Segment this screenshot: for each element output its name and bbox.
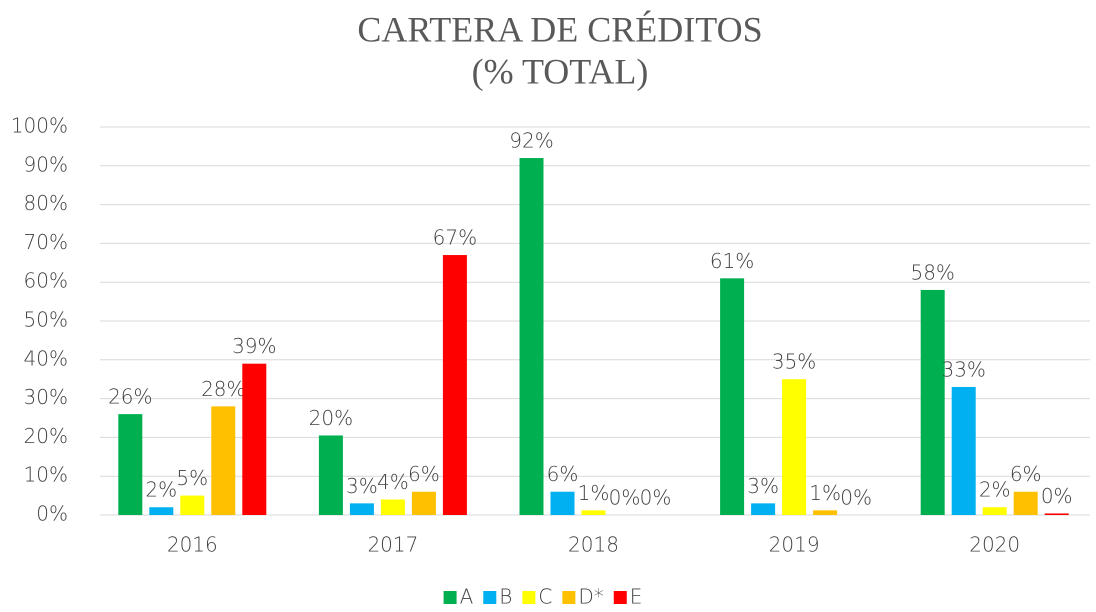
y-tick-label: 30% (24, 385, 68, 409)
x-tick-label: 2019 (769, 533, 820, 557)
data-label: 0% (840, 486, 872, 510)
data-label: 26% (108, 385, 152, 409)
bar (242, 363, 267, 515)
data-label: 58% (910, 260, 954, 284)
data-label: 35% (772, 350, 816, 374)
data-label: 0% (1041, 484, 1073, 508)
bar (118, 414, 143, 515)
data-label: 39% (232, 334, 276, 358)
y-tick-label: 10% (24, 463, 68, 487)
x-tick-label: 2020 (969, 533, 1020, 557)
bar (380, 499, 405, 515)
bar (180, 495, 205, 515)
chart-title: CARTERA DE CRÉDITOS (357, 9, 762, 49)
data-label: 28% (201, 377, 245, 401)
bar (349, 503, 374, 515)
x-tick-label: 2016 (167, 533, 218, 557)
y-tick-label: 60% (24, 269, 68, 293)
data-label: 4% (377, 470, 409, 494)
y-tick-label: 100% (11, 114, 68, 138)
legend-swatch (613, 591, 627, 604)
bar (920, 289, 945, 515)
bar (149, 507, 174, 515)
bar (519, 158, 544, 516)
legend-label: C (538, 585, 552, 609)
bar (442, 255, 467, 516)
data-label: 2% (979, 478, 1011, 502)
y-tick-label: 40% (24, 346, 68, 370)
y-tick-label: 90% (24, 152, 68, 176)
y-tick-label: 80% (24, 191, 68, 215)
bar (782, 379, 807, 515)
bar (411, 491, 436, 515)
bar (813, 510, 838, 515)
bar (1013, 491, 1038, 515)
x-tick-label: 2018 (568, 533, 619, 557)
data-label: 67% (433, 226, 477, 250)
data-label: 92% (509, 129, 553, 153)
data-label: 20% (309, 406, 353, 430)
bar (982, 507, 1007, 515)
data-label: 33% (941, 357, 985, 381)
bar (720, 278, 745, 515)
bar (318, 435, 343, 515)
legend-label: D* (578, 585, 603, 609)
data-label: 61% (710, 249, 754, 273)
y-tick-label: 0% (36, 502, 68, 526)
legend-swatch (562, 591, 576, 604)
bar (951, 386, 976, 515)
y-tick-label: 50% (24, 308, 68, 332)
y-tick-label: 20% (24, 424, 68, 448)
x-tick-label: 2017 (367, 533, 418, 557)
bar (211, 406, 236, 515)
chart-subtitle: (% TOTAL) (472, 51, 649, 91)
data-label: 2% (145, 478, 177, 502)
legend-label: B (499, 585, 512, 609)
data-label: 0% (640, 486, 672, 510)
data-label: 6% (408, 462, 440, 486)
legend-swatch (522, 591, 536, 604)
bar (581, 510, 606, 515)
data-label: 3% (747, 474, 779, 498)
bar (1044, 513, 1069, 515)
bar (751, 503, 776, 515)
data-label: 6% (1010, 462, 1042, 486)
legend-swatch (483, 591, 497, 604)
data-label: 3% (346, 474, 378, 498)
data-label: 6% (547, 462, 579, 486)
legend-label: E (630, 585, 643, 609)
legend-swatch (443, 591, 457, 604)
y-tick-label: 70% (24, 230, 68, 254)
legend-label: A (460, 585, 474, 609)
data-label: 5% (176, 466, 208, 490)
data-label: 1% (578, 481, 610, 505)
data-label: 1% (809, 481, 841, 505)
bar (550, 491, 575, 515)
data-label: 0% (609, 486, 641, 510)
